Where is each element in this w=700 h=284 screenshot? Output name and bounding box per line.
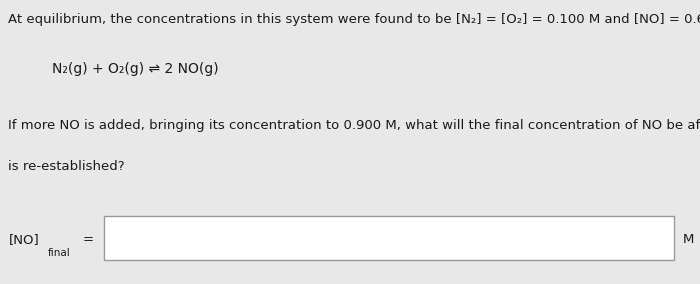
Text: At equilibrium, the concentrations in this system were found to be [N₂] = [O₂] =: At equilibrium, the concentrations in th… bbox=[8, 13, 700, 26]
Text: M: M bbox=[682, 233, 694, 247]
Text: [NO]: [NO] bbox=[8, 233, 39, 247]
Text: is re-established?: is re-established? bbox=[8, 160, 125, 174]
Text: =: = bbox=[83, 233, 94, 247]
FancyBboxPatch shape bbox=[104, 216, 674, 260]
Text: If more NO is added, bringing its concentration to 0.900 M, what will the final : If more NO is added, bringing its concen… bbox=[8, 119, 700, 132]
Text: final: final bbox=[48, 248, 70, 258]
Text: N₂(g) + O₂(g) ⇌ 2 NO(g): N₂(g) + O₂(g) ⇌ 2 NO(g) bbox=[52, 62, 219, 76]
